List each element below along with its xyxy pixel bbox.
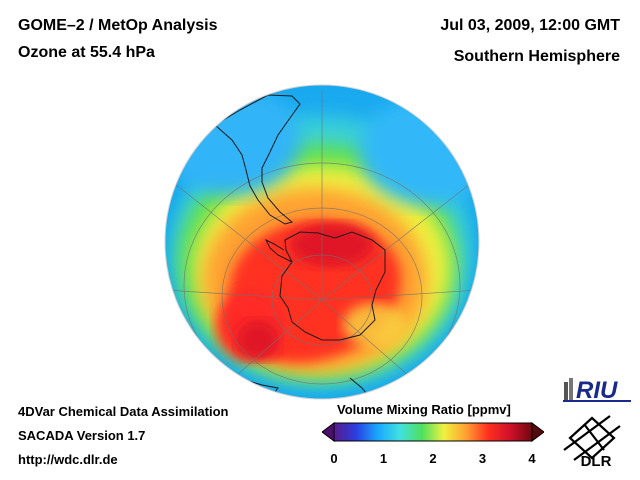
colorbar-ramp: [333, 422, 533, 442]
colorbar-title: Volume Mixing Ratio [ppmv]: [337, 402, 511, 417]
title-line2: Ozone at 55.4 hPa: [18, 44, 155, 61]
globe-outline: [164, 84, 480, 400]
colorbar-tick-label: 3: [478, 451, 487, 466]
dlr-logo: DLR: [563, 415, 621, 468]
riu-logo: RIU: [563, 377, 631, 404]
colorbar-tick-label: 2: [429, 451, 437, 466]
colorbar-low-arrow: [322, 422, 335, 442]
dlr-logo-text: DLR: [581, 453, 612, 468]
colorbar: [322, 422, 544, 442]
title-line1: GOME–2 / MetOp Analysis: [18, 17, 218, 34]
footer-line2: SACADA Version 1.7: [18, 428, 146, 443]
graticule: [165, 90, 479, 399]
region-label: Southern Hemisphere: [453, 48, 620, 65]
riu-logo-text: RIU: [576, 377, 618, 404]
date-label: Jul 03, 2009, 12:00 GMT: [440, 17, 620, 34]
ozone-field: [165, 85, 479, 399]
dlr-logo-mark: [563, 415, 621, 461]
footer-line1: 4DVar Chemical Data Assimilation: [18, 404, 229, 419]
footer-url: http://wdc.dlr.de: [18, 452, 118, 467]
colorbar-tick-label: 1: [379, 451, 388, 466]
colorbar-tick-label: 4: [528, 451, 536, 466]
colorbar-high-arrow: [531, 422, 544, 442]
colorbar-tick-label: 0: [330, 451, 338, 466]
